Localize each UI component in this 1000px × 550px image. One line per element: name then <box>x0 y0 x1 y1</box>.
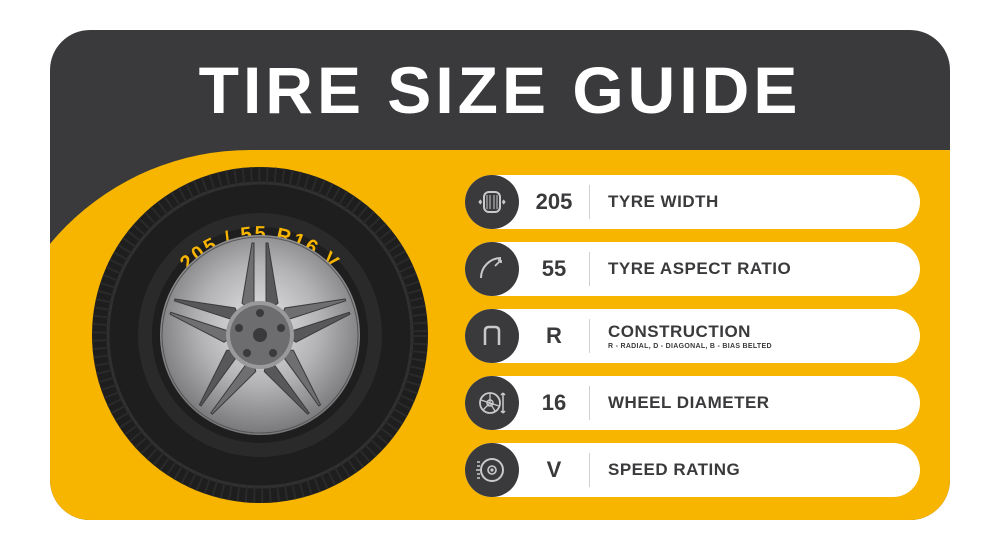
label-speed: SPEED RATING <box>608 460 740 480</box>
row-aspect-ratio: 55 TYRE ASPECT RATIO <box>465 242 920 296</box>
tyre-width-icon <box>465 175 519 229</box>
infographic-card: TIRE SIZE GUIDE <box>50 30 950 520</box>
construction-icon <box>465 309 519 363</box>
content-area: 205 / 55 R16 V <box>50 150 950 520</box>
info-list: 205 TYRE WIDTH 55 TYRE ASPECT RATIO <box>465 175 920 497</box>
value-construction: R <box>519 323 589 349</box>
header: TIRE SIZE GUIDE <box>50 30 950 150</box>
aspect-ratio-icon <box>465 242 519 296</box>
row-speed-rating: V SPEED RATING <box>465 443 920 497</box>
wheel-diameter-icon <box>465 376 519 430</box>
value-aspect: 55 <box>519 256 589 282</box>
value-diameter: 16 <box>519 390 589 416</box>
value-speed: V <box>519 457 589 483</box>
row-wheel-diameter: 16 WHEEL DIAMETER <box>465 376 920 430</box>
label-width: TYRE WIDTH <box>608 192 719 212</box>
label-construction: CONSTRUCTION <box>608 322 772 342</box>
row-construction: R CONSTRUCTION R - RADIAL, D - DIAGONAL,… <box>465 309 920 363</box>
speed-rating-icon <box>465 443 519 497</box>
value-width: 205 <box>519 189 589 215</box>
row-tyre-width: 205 TYRE WIDTH <box>465 175 920 229</box>
label-aspect: TYRE ASPECT RATIO <box>608 259 791 279</box>
tire-illustration: 205 / 55 R16 V <box>90 165 430 505</box>
label-diameter: WHEEL DIAMETER <box>608 393 770 413</box>
page-title: TIRE SIZE GUIDE <box>199 52 802 128</box>
sublabel-construction: R - RADIAL, D - DIAGONAL, B - BIAS BELTE… <box>608 343 772 350</box>
